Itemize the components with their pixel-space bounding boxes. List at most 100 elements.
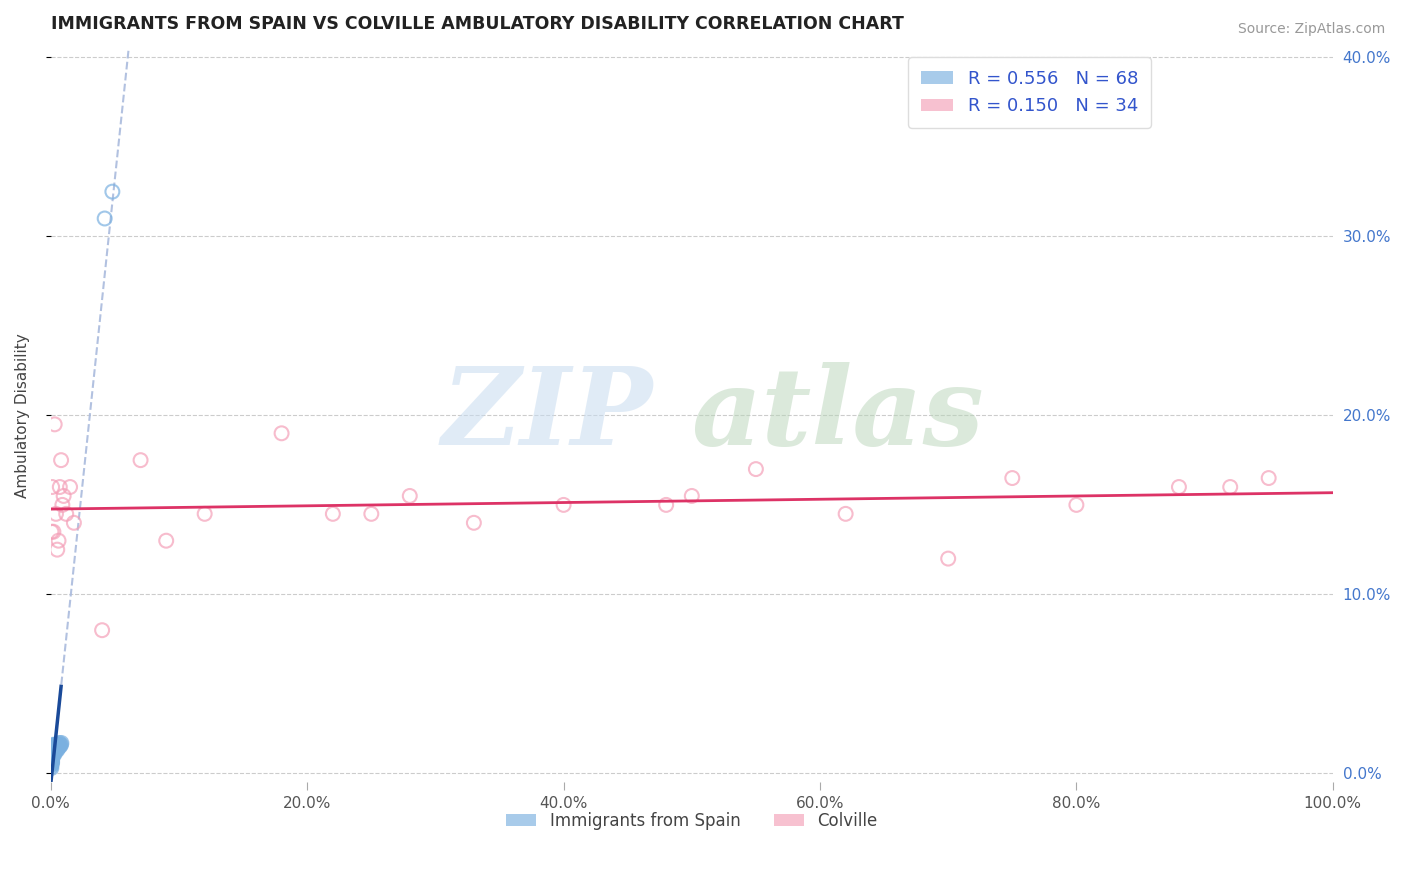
Point — [39, 757, 62, 772]
Point — [1168, 480, 1191, 494]
Point — [42, 743, 65, 757]
Point — [48, 533, 70, 548]
Point — [42, 743, 65, 757]
Point — [936, 551, 959, 566]
Point — [51, 498, 73, 512]
Point — [42, 741, 65, 756]
Point — [44, 743, 66, 757]
Point — [48, 738, 70, 752]
Point — [45, 741, 67, 756]
Point — [41, 756, 63, 770]
Text: ZIP: ZIP — [441, 362, 654, 468]
Point — [1001, 471, 1024, 485]
Point — [42, 738, 65, 752]
Point — [42, 743, 65, 757]
Point — [41, 754, 63, 768]
Point — [360, 507, 382, 521]
Point — [41, 748, 63, 763]
Point — [42, 524, 65, 539]
Point — [41, 754, 63, 768]
Point — [101, 185, 124, 199]
Point — [44, 739, 66, 754]
Point — [42, 741, 65, 756]
Point — [42, 748, 65, 763]
Point — [49, 738, 72, 752]
Point — [194, 507, 217, 521]
Point — [41, 747, 63, 761]
Point — [42, 739, 65, 754]
Legend: Immigrants from Spain, Colville: Immigrants from Spain, Colville — [499, 805, 884, 837]
Point — [44, 739, 66, 754]
Point — [44, 745, 66, 759]
Point — [322, 507, 344, 521]
Point — [49, 738, 72, 752]
Point — [398, 489, 420, 503]
Point — [41, 754, 63, 768]
Point — [44, 739, 66, 754]
Point — [42, 741, 65, 756]
Point — [46, 738, 69, 752]
Point — [44, 743, 66, 757]
Point — [681, 489, 703, 503]
Point — [46, 542, 69, 557]
Point — [44, 417, 66, 432]
Point — [41, 752, 63, 766]
Point — [46, 741, 69, 756]
Point — [39, 759, 62, 773]
Point — [1257, 471, 1279, 485]
Point — [49, 739, 72, 754]
Point — [41, 480, 63, 494]
Point — [42, 743, 65, 757]
Point — [834, 507, 856, 521]
Point — [745, 462, 768, 476]
Point — [41, 741, 63, 756]
Point — [49, 453, 72, 467]
Point — [41, 747, 63, 761]
Point — [41, 756, 63, 770]
Point — [48, 739, 70, 754]
Point — [48, 736, 70, 750]
Point — [41, 752, 63, 766]
Point — [41, 743, 63, 757]
Point — [553, 498, 575, 512]
Point — [41, 524, 63, 539]
Point — [1066, 498, 1088, 512]
Point — [91, 624, 114, 638]
Point — [1219, 480, 1241, 494]
Point — [45, 739, 67, 754]
Point — [44, 747, 66, 761]
Text: atlas: atlas — [692, 362, 984, 468]
Point — [155, 533, 177, 548]
Point — [41, 745, 63, 759]
Point — [44, 741, 66, 756]
Point — [41, 757, 63, 772]
Point — [45, 739, 67, 754]
Point — [42, 745, 65, 759]
Y-axis label: Ambulatory Disability: Ambulatory Disability — [15, 333, 30, 498]
Point — [41, 750, 63, 764]
Text: IMMIGRANTS FROM SPAIN VS COLVILLE AMBULATORY DISABILITY CORRELATION CHART: IMMIGRANTS FROM SPAIN VS COLVILLE AMBULA… — [51, 15, 904, 33]
Point — [44, 738, 66, 752]
Point — [41, 748, 63, 763]
Point — [41, 745, 63, 759]
Point — [42, 747, 65, 761]
Point — [655, 498, 678, 512]
Point — [41, 752, 63, 766]
Point — [45, 741, 67, 756]
Text: Source: ZipAtlas.com: Source: ZipAtlas.com — [1237, 22, 1385, 37]
Point — [41, 756, 63, 770]
Point — [46, 743, 69, 757]
Point — [42, 745, 65, 759]
Point — [45, 743, 67, 757]
Point — [129, 453, 152, 467]
Point — [45, 507, 67, 521]
Point — [41, 750, 63, 764]
Point — [63, 516, 86, 530]
Point — [51, 736, 73, 750]
Point — [49, 480, 72, 494]
Point — [55, 507, 77, 521]
Point — [59, 480, 82, 494]
Point — [42, 739, 65, 754]
Point — [270, 426, 292, 441]
Point — [41, 761, 63, 775]
